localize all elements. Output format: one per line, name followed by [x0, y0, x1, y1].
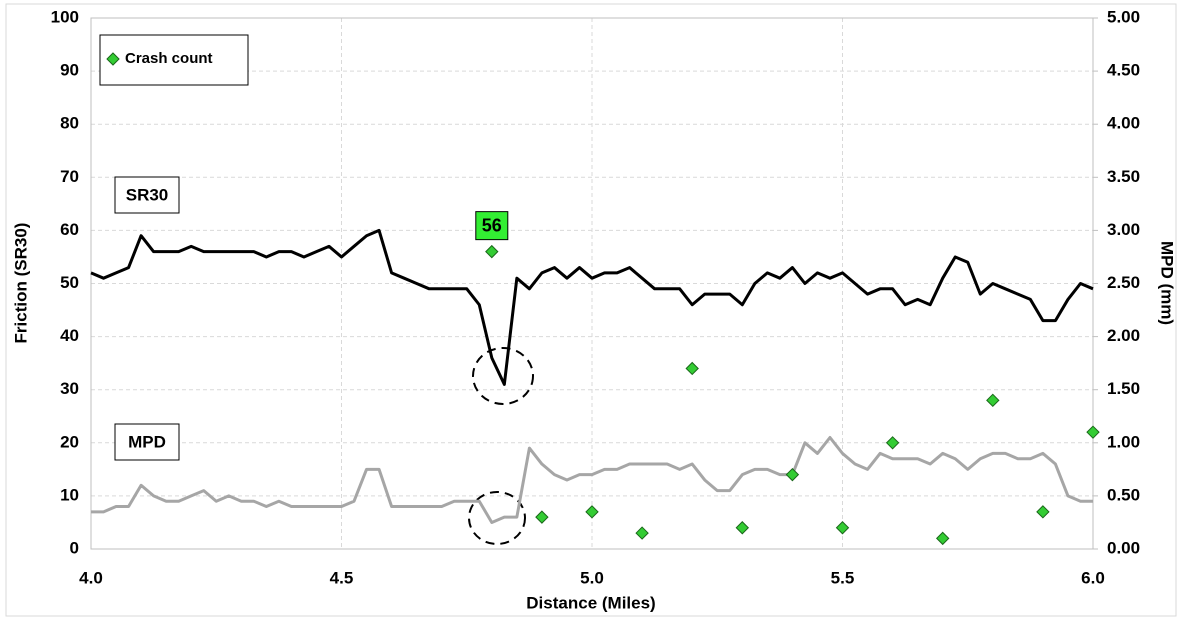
x-tick-label: 5.5 — [831, 568, 855, 587]
x-tick-label: 4.5 — [330, 568, 354, 587]
y2-axis-title: MPD (mm) — [1158, 241, 1177, 325]
legend-label: Crash count — [125, 50, 213, 67]
y2-tick-label: 2.50 — [1107, 273, 1140, 292]
y-tick-label: 70 — [60, 167, 79, 186]
y-tick-label: 90 — [60, 61, 79, 80]
crash-marker — [935, 531, 950, 546]
mpd-annotation: MPD — [114, 423, 180, 461]
crash-marker — [835, 521, 850, 535]
y2-tick-label: 2.00 — [1107, 326, 1140, 345]
y-tick-label: 20 — [60, 432, 79, 451]
y-tick-label: 40 — [60, 326, 79, 345]
sr30-annotation: SR30 — [114, 176, 180, 214]
x-axis-title: Distance (Miles) — [526, 593, 655, 612]
crash-marker — [986, 393, 1000, 408]
y-tick-label: 50 — [60, 273, 79, 292]
x-tick-label: 4.0 — [79, 568, 103, 587]
y2-tick-label: 3.00 — [1107, 220, 1140, 239]
crash-marker — [535, 510, 549, 524]
data-label-box — [475, 211, 509, 241]
y2-tick-label: 0.50 — [1107, 485, 1140, 504]
crash-marker — [785, 467, 800, 482]
y-tick-label: 80 — [60, 114, 79, 133]
plot-area — [90, 17, 1094, 550]
crash-marker — [885, 436, 900, 450]
y2-tick-label: 4.00 — [1107, 114, 1140, 133]
y-tick-label: 0 — [70, 538, 79, 557]
crash-marker — [1036, 505, 1050, 519]
x-tick-label: 5.0 — [580, 568, 604, 587]
y2-tick-label: 3.50 — [1107, 167, 1140, 186]
series-label: SR30 — [126, 185, 169, 204]
legend-box — [99, 34, 249, 86]
crash-marker — [685, 361, 699, 376]
crash-marker — [1086, 425, 1100, 439]
crash-marker — [585, 505, 599, 519]
y2-tick-label: 0.00 — [1107, 538, 1140, 557]
y-axis-title: Friction (SR30) — [11, 223, 30, 344]
series-label: MPD — [128, 432, 166, 451]
legend-marker — [106, 52, 120, 66]
crash-marker — [485, 244, 499, 259]
y-tick-label: 100 — [51, 7, 79, 26]
legend: Crash count — [99, 34, 249, 86]
x-tick-label: 6.0 — [1081, 568, 1105, 587]
highlight-circle — [468, 491, 526, 545]
y2-tick-label: 1.50 — [1107, 379, 1140, 398]
crash-marker — [735, 521, 750, 535]
y2-tick-label: 4.50 — [1107, 61, 1140, 80]
y-tick-label: 30 — [60, 379, 79, 398]
y-tick-label: 10 — [60, 485, 79, 504]
series-line — [91, 435, 1093, 524]
y-tick-label: 60 — [60, 220, 79, 239]
annotation-box — [114, 176, 180, 214]
annotation-box — [114, 423, 180, 461]
data-label: 56 — [482, 215, 502, 235]
grid — [90, 17, 1098, 550]
crash-marker — [635, 526, 649, 540]
highlight-circle — [472, 347, 534, 405]
series-line — [90, 228, 1094, 386]
y2-tick-label: 1.00 — [1107, 432, 1140, 451]
chart-border — [5, 3, 1177, 617]
y2-tick-label: 5.00 — [1107, 7, 1140, 26]
